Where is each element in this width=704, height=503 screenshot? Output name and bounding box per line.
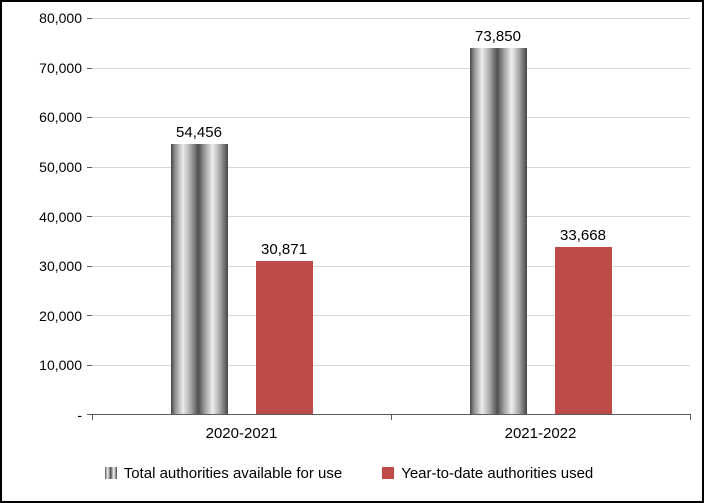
- bar-groups: 54,456 30,871 73,850 33,668: [92, 18, 690, 414]
- gridline: [92, 67, 690, 69]
- bar-wrapper: 30,871: [255, 18, 313, 414]
- legend-item: Year-to-date authorities used: [382, 465, 593, 482]
- gridline: [92, 166, 690, 168]
- y-axis-tick-mark: [87, 265, 92, 267]
- legend-label: Year-to-date authorities used: [401, 464, 594, 482]
- gridline: [92, 216, 690, 217]
- y-axis-tick-mark: [87, 414, 92, 415]
- bar-wrapper: 33,668: [554, 18, 612, 414]
- y-axis-tick-label: 50,000: [39, 158, 82, 175]
- x-axis-category-label: 2020-2021: [205, 424, 278, 442]
- data-label: 54,456: [176, 124, 222, 142]
- x-axis-tick-mark: [391, 414, 392, 420]
- chart-body: 80,000 70,000 60,000 50,000 40,000 30,000 20,0…: [8, 10, 691, 423]
- gridline: [92, 364, 690, 366]
- y-axis-tick-mark: [87, 364, 92, 366]
- bar-year-to-date-used: [255, 261, 313, 414]
- plot-area: 54,456 30,871 73,850 33,668: [87, 18, 691, 420]
- y-axis-tick-label: 30,000: [39, 258, 82, 275]
- y-axis-tick-label: 20,000: [39, 307, 82, 324]
- y-axis-tick-label: 40,000: [39, 208, 82, 225]
- bar-group: 54,456 30,871: [92, 18, 391, 414]
- y-axis-labels: 80,000 70,000 60,000 50,000 40,000 30,000 20,0…: [8, 10, 92, 423]
- legend-label: Total authorities available for use: [123, 464, 343, 482]
- bar-total-available: [170, 144, 228, 414]
- data-label: 33,668: [560, 227, 606, 245]
- y-axis-tick-label: 80,000: [39, 10, 82, 26]
- legend-marker-available-icon: [104, 467, 117, 479]
- bar-wrapper: 54,456: [170, 18, 228, 414]
- x-axis-category-label: 2021-2022: [504, 424, 577, 442]
- y-axis-tick-label: 10,000: [39, 357, 82, 374]
- y-axis-tick-mark: [87, 18, 92, 19]
- y-axis-tick-mark: [87, 315, 92, 316]
- x-axis-tick-mark: [92, 414, 93, 420]
- y-axis-tick-label: 60,000: [39, 109, 82, 126]
- y-axis-tick-mark: [87, 117, 92, 118]
- legend-marker-used-icon: [382, 467, 395, 479]
- y-axis-tick-mark: [87, 67, 92, 69]
- x-axis-tick-mark: [690, 414, 691, 420]
- gridline: [92, 315, 690, 316]
- gridline: [92, 117, 690, 118]
- data-label: 73,850: [475, 28, 521, 46]
- y-axis-tick-mark: [87, 216, 92, 217]
- data-label: 30,871: [261, 241, 307, 259]
- bar-year-to-date-used: [554, 247, 612, 414]
- legend-item: Total authorities available for use: [104, 464, 343, 482]
- bar-group: 73,850 33,668: [391, 18, 690, 414]
- bar-total-available: [469, 48, 527, 414]
- legend: Total authorities available for use Year-…: [8, 451, 690, 495]
- x-axis-labels: 2020-2021 2021-2022: [92, 415, 690, 451]
- gridline: [92, 18, 690, 19]
- y-axis-tick-label: 70,000: [39, 59, 82, 76]
- bar-wrapper: 73,850: [469, 18, 527, 414]
- gridline: [92, 265, 690, 267]
- y-axis-tick-label: -: [77, 407, 82, 423]
- y-axis-tick-mark: [87, 166, 92, 168]
